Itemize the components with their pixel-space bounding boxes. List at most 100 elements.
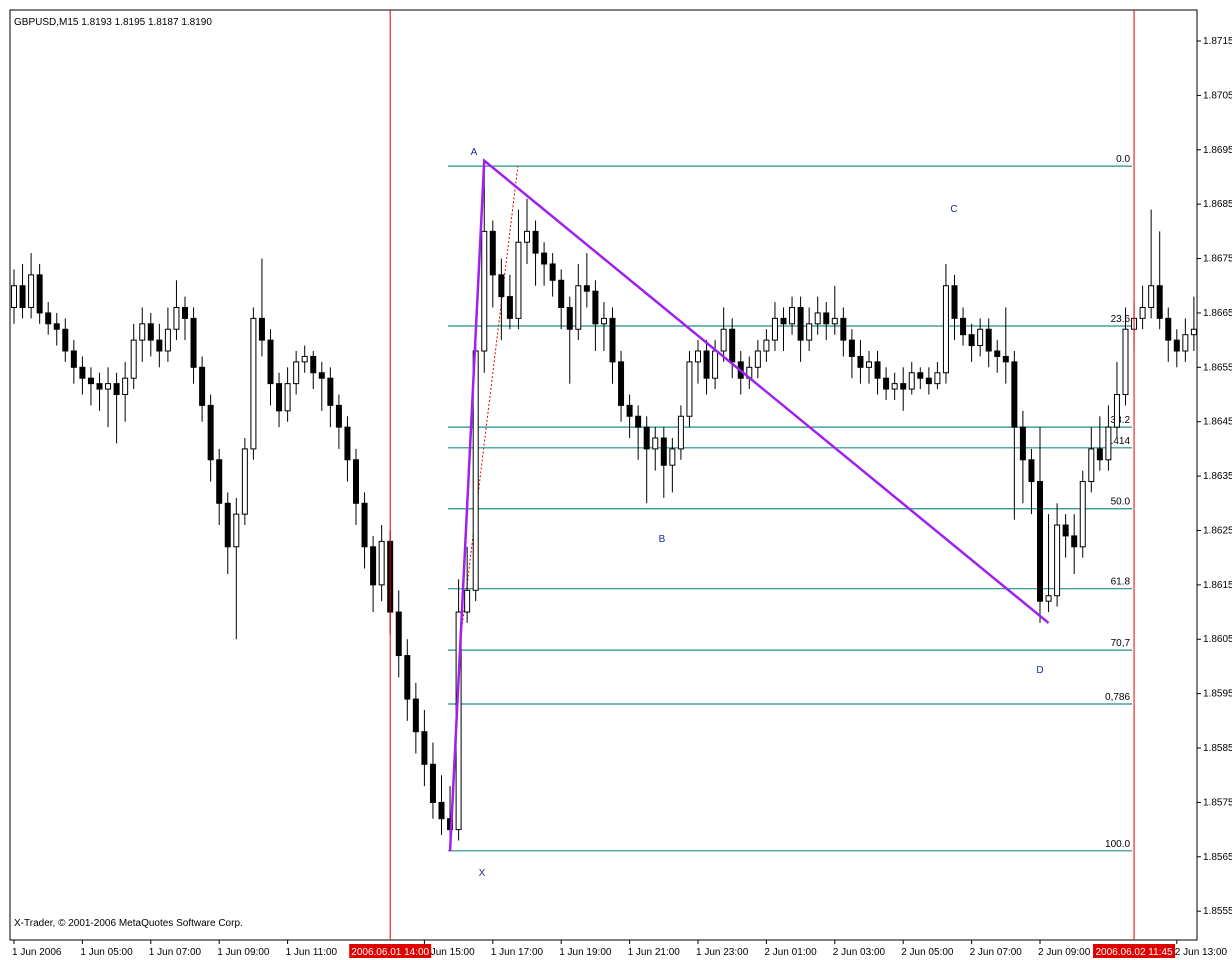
candle-body [301, 355, 308, 363]
candle-body [147, 323, 154, 341]
candle-body [1045, 595, 1052, 602]
candle-body [703, 350, 710, 379]
candle-body [549, 263, 556, 281]
x-tick-label: 2 Jun 05:00 [901, 947, 954, 958]
candle-body [258, 317, 265, 341]
candle-body [609, 317, 616, 363]
y-tick-label: 1.8595 [1203, 689, 1232, 700]
candle-body [87, 377, 94, 385]
candle-body [1190, 328, 1197, 336]
candle-body [1096, 448, 1103, 461]
pattern-letter: B [659, 534, 666, 545]
x-tick-label: 2 Jun 03:00 [833, 947, 886, 958]
candle-body [62, 328, 69, 352]
candle-body [635, 415, 642, 428]
vline-label: 2006.06.02 11:45 [1095, 947, 1173, 958]
candle-body [754, 350, 761, 368]
fib-label: 0.414 [1105, 436, 1130, 447]
candle-body [122, 377, 129, 396]
candle-body [412, 698, 419, 733]
candle-body [241, 448, 248, 515]
candle-body [53, 323, 60, 330]
x-tick-label: 1 Jun 07:00 [149, 947, 202, 958]
x-tick-label: 1 Jun 23:00 [696, 947, 749, 958]
candle-body [960, 317, 967, 336]
candle-body [489, 230, 496, 276]
candle-body [284, 383, 291, 412]
fib-label: 38.2 [1111, 415, 1131, 426]
candle-body [173, 306, 180, 330]
candle-body [669, 448, 676, 466]
candle-body [70, 350, 77, 368]
candle-body [395, 611, 402, 657]
candle-body [11, 285, 17, 308]
candle-body [344, 426, 351, 461]
candle-body [524, 230, 530, 243]
pattern-letter: X [479, 868, 486, 879]
x-tick-label: 2 Jun 13:00 [1175, 947, 1228, 958]
x-tick-label: 1 Jun 19:00 [559, 947, 612, 958]
pattern-letter: D [1036, 665, 1043, 676]
y-tick-label: 1.8615 [1203, 580, 1232, 591]
candle-body [771, 317, 778, 341]
fib-label: 0,786 [1105, 692, 1130, 703]
candle-body [823, 312, 830, 325]
y-tick-label: 1.8665 [1203, 308, 1232, 319]
y-tick-label: 1.8605 [1203, 634, 1232, 645]
y-tick-label: 1.8685 [1203, 199, 1232, 210]
x-tick-label: 2 Jun 07:00 [970, 947, 1023, 958]
candle-body [891, 383, 898, 390]
candle-body [293, 361, 300, 385]
candle-body [925, 377, 932, 385]
candle-body [1165, 317, 1172, 341]
candle-body [1173, 339, 1180, 352]
candle-body [1062, 524, 1069, 537]
candle-body [994, 350, 1001, 357]
candle-body [233, 513, 240, 548]
candle-body [806, 323, 813, 341]
candle-body [429, 763, 436, 803]
candle-body [720, 328, 727, 352]
x-tick-label: 1 Jun 05:00 [80, 947, 133, 958]
candle-body [1028, 459, 1035, 483]
candle-body [1105, 426, 1112, 461]
candle-body [900, 383, 907, 390]
candle-body [182, 306, 188, 319]
candle-body [156, 339, 163, 352]
dashed-guide [457, 164, 519, 661]
fib-label: 23.6 [1111, 314, 1131, 325]
candle-body [541, 252, 548, 265]
candle-body [558, 279, 565, 308]
candle-body [763, 339, 770, 352]
y-tick-label: 1.8675 [1203, 254, 1232, 265]
candle-body [1079, 481, 1086, 548]
candle-body [729, 328, 736, 363]
x-tick-label: 1 Jun 15:00 [422, 947, 475, 958]
candle-body [267, 339, 274, 385]
candle-body [677, 415, 684, 450]
x-tick-label: 1 Jun 09:00 [217, 947, 270, 958]
candle-body [1139, 306, 1146, 319]
candle-body [139, 323, 146, 341]
candle-body [113, 383, 120, 396]
candle-body [618, 361, 625, 406]
candle-body [934, 372, 941, 385]
candle-body [164, 328, 171, 352]
y-tick-label: 1.8705 [1203, 90, 1232, 101]
y-tick-label: 1.8625 [1203, 525, 1232, 536]
plot-frame [9, 9, 1198, 941]
candle-body [19, 285, 26, 308]
candle-body [190, 317, 197, 368]
candle-body [1182, 334, 1189, 352]
candle-body [96, 383, 103, 390]
candle-body [404, 655, 411, 700]
candle-body [908, 372, 915, 390]
candle-body [79, 366, 86, 379]
candle-body [335, 404, 342, 428]
x-tick-label: 1 Jun 17:00 [491, 947, 544, 958]
candle-body [361, 502, 368, 548]
candle-body [216, 459, 223, 504]
candle-body [883, 377, 890, 390]
candle-body [840, 317, 847, 341]
